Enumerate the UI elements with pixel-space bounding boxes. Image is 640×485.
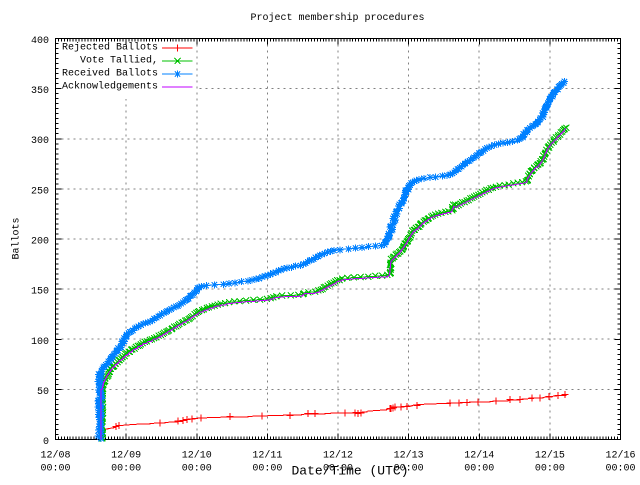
svg-text:12/10: 12/10 — [182, 450, 212, 462]
svg-text:Rejected Ballots: Rejected Ballots — [62, 42, 158, 54]
svg-text:00:00: 00:00 — [252, 464, 282, 475]
svg-text:Date/Time (UTC): Date/Time (UTC) — [291, 464, 408, 479]
svg-text:00:00: 00:00 — [605, 464, 635, 475]
svg-text:12/16: 12/16 — [605, 450, 635, 462]
svg-text:00:00: 00:00 — [535, 464, 565, 475]
svg-text:00:00: 00:00 — [323, 464, 353, 475]
svg-text:12/13: 12/13 — [394, 450, 424, 462]
svg-text:12/08: 12/08 — [40, 450, 70, 462]
svg-text:350: 350 — [31, 86, 49, 97]
svg-text:300: 300 — [31, 136, 49, 147]
svg-text:0: 0 — [43, 437, 49, 448]
svg-text:12/09: 12/09 — [111, 450, 141, 462]
svg-text:150: 150 — [31, 287, 49, 298]
svg-text:00:00: 00:00 — [464, 464, 494, 475]
svg-text:200: 200 — [31, 237, 49, 248]
svg-text:00:00: 00:00 — [394, 464, 424, 475]
svg-text:12/14: 12/14 — [464, 450, 494, 462]
svg-text:Received Ballots: Received Ballots — [62, 68, 158, 80]
svg-text:100: 100 — [31, 337, 49, 348]
svg-text:50: 50 — [37, 387, 49, 398]
svg-text:400: 400 — [31, 36, 49, 47]
svg-text:Ballots: Ballots — [11, 217, 23, 259]
svg-text:Vote Tallied,: Vote Tallied, — [80, 55, 158, 67]
svg-text:Acknowledgements: Acknowledgements — [62, 81, 158, 93]
svg-text:12/15: 12/15 — [535, 450, 565, 462]
svg-text:00:00: 00:00 — [111, 464, 141, 475]
svg-text:12/12: 12/12 — [323, 450, 353, 462]
svg-text:250: 250 — [31, 186, 49, 197]
svg-text:00:00: 00:00 — [182, 464, 212, 475]
svg-text:12/11: 12/11 — [252, 450, 282, 462]
svg-text:00:00: 00:00 — [40, 464, 70, 475]
svg-text:Project membership procedures: Project membership procedures — [250, 12, 424, 24]
